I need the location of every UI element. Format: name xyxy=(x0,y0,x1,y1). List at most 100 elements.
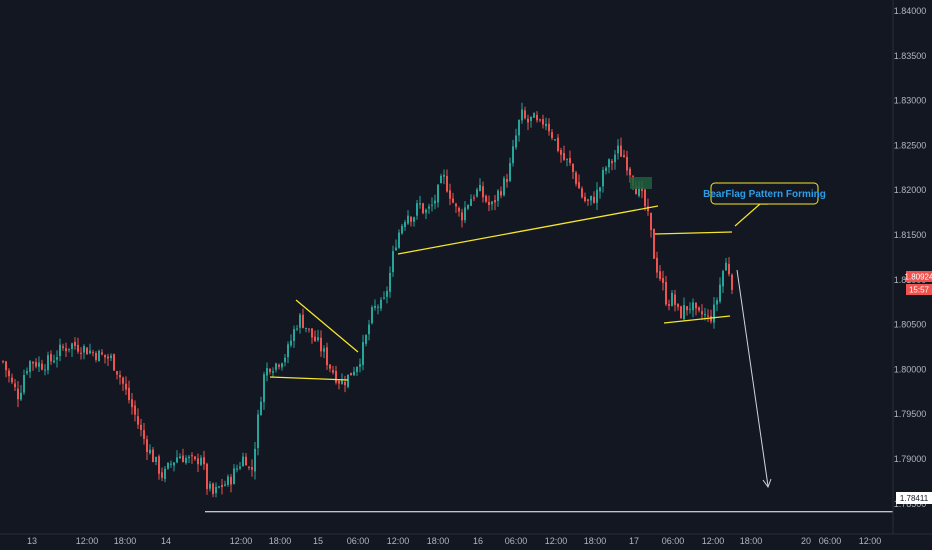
wedge-lower-line[interactable] xyxy=(269,376,349,381)
candle-body xyxy=(302,314,304,328)
candle-body xyxy=(362,342,364,365)
candle-body xyxy=(584,196,586,201)
candle-body xyxy=(638,186,640,196)
candle-body xyxy=(368,324,370,335)
candle-body xyxy=(281,363,283,368)
candle-body xyxy=(572,163,574,172)
candle-body xyxy=(278,364,280,367)
candle-body xyxy=(245,456,247,466)
candle-body xyxy=(671,292,673,306)
candle-body xyxy=(242,456,244,467)
candle-body xyxy=(77,344,79,352)
candle-body xyxy=(656,257,658,273)
candle-body xyxy=(371,307,373,324)
candle-body xyxy=(221,485,223,488)
candle-body xyxy=(524,110,526,119)
candle-body xyxy=(452,198,454,203)
candle-body xyxy=(347,374,349,387)
candle-body xyxy=(686,306,688,311)
candle-body xyxy=(203,457,205,465)
price-tick-label: 1.81500 xyxy=(894,230,927,240)
candle-body xyxy=(266,368,268,376)
candle-body xyxy=(59,344,61,356)
candle-body xyxy=(662,278,664,283)
candle-body xyxy=(146,439,148,452)
candle-body xyxy=(491,201,493,205)
candle-body xyxy=(611,161,613,164)
candle-body xyxy=(131,399,133,408)
candle-body xyxy=(290,340,292,346)
bearflag-callout[interactable]: BearFlag Pattern Forming xyxy=(703,182,826,205)
candle-body xyxy=(179,456,181,459)
candle-body xyxy=(53,360,55,363)
candle-body xyxy=(554,139,556,141)
candle-body xyxy=(233,468,235,485)
candle-body xyxy=(8,370,10,377)
candle-body xyxy=(62,346,64,348)
candle-body xyxy=(83,346,85,353)
time-tick-label: 12:00 xyxy=(859,536,882,546)
candle-body xyxy=(332,370,334,373)
candle-body xyxy=(422,203,424,214)
projection-arrow-line[interactable] xyxy=(736,269,769,487)
candle-body xyxy=(404,222,406,227)
candle-body xyxy=(569,158,571,163)
time-tick-label: 16 xyxy=(473,536,483,546)
drawings-layer[interactable] xyxy=(205,177,893,513)
flag-lower-line[interactable] xyxy=(663,315,731,324)
candle-body xyxy=(722,271,724,287)
highlight-box xyxy=(630,177,652,189)
rising-trendline[interactable] xyxy=(397,205,659,255)
price-tick-label: 1.83000 xyxy=(894,96,927,106)
candle-body xyxy=(23,375,25,393)
candle-body xyxy=(182,455,184,463)
candle-body xyxy=(350,372,352,376)
candle-body xyxy=(248,466,250,468)
candle-body xyxy=(680,306,682,319)
candle-body xyxy=(563,152,565,160)
candle-body xyxy=(251,467,253,470)
candle-body xyxy=(44,369,46,371)
candle-body xyxy=(254,448,256,472)
candle-body xyxy=(617,145,619,154)
candle-body xyxy=(530,116,532,121)
candle-body xyxy=(629,168,631,176)
candle-body xyxy=(620,145,622,157)
candle-body xyxy=(626,156,628,171)
wedge-upper-line[interactable] xyxy=(295,299,359,353)
price-tick-label: 1.79500 xyxy=(894,409,927,419)
candle-body xyxy=(689,308,691,310)
flag-upper-line[interactable] xyxy=(654,231,733,235)
candle-body xyxy=(695,302,697,309)
time-tick-label: 18:00 xyxy=(427,536,450,546)
candle-body xyxy=(104,354,106,358)
candle-body xyxy=(236,468,238,470)
candle-body xyxy=(419,203,421,205)
time-axis[interactable]: 13 12:00 18:00 14 12:00 18:00 15 06:00 12:00 18:0… xyxy=(0,533,932,546)
candle-body xyxy=(494,200,496,203)
candle-body xyxy=(674,294,676,305)
candle-body xyxy=(428,206,430,209)
candle-body xyxy=(326,347,328,366)
candle-body xyxy=(317,337,319,341)
countdown-tag xyxy=(906,284,932,295)
candle-body xyxy=(227,476,229,485)
candle-body xyxy=(161,472,163,478)
candle-body xyxy=(485,195,487,202)
candle-body xyxy=(284,357,286,363)
candle-body xyxy=(509,163,511,182)
candle-body xyxy=(728,263,730,275)
candle-body xyxy=(431,204,433,206)
candle-body xyxy=(668,304,670,306)
candle-body xyxy=(506,179,508,182)
candle-body xyxy=(512,146,514,164)
candle-body xyxy=(2,361,4,363)
price-tick-label: 1.82500 xyxy=(894,140,927,150)
candle-body xyxy=(185,457,187,463)
candle-body xyxy=(581,188,583,198)
candle-body xyxy=(413,217,415,222)
price-axis[interactable]: 1.84000 1.83500 1.83000 1.82500 1.82000 1.815… xyxy=(892,0,932,534)
candle-body xyxy=(521,109,523,121)
candle-body xyxy=(158,456,160,474)
